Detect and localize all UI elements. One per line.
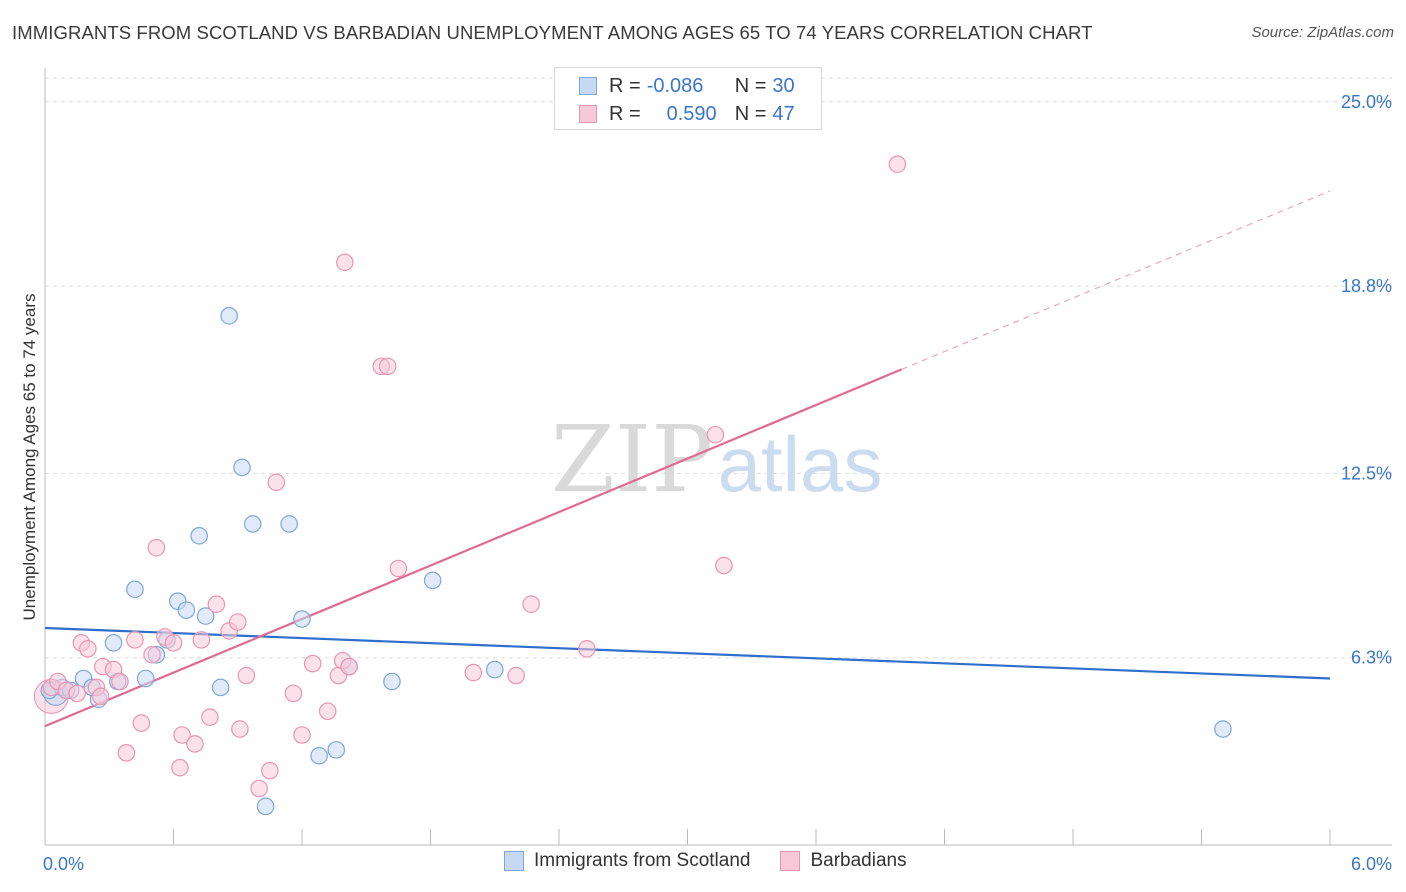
- point-barbadians: [522, 595, 540, 613]
- point-scotland: [177, 601, 196, 619]
- legend-row-barbadians: R = 0.590 N = 47: [579, 99, 795, 129]
- data-points: [33, 155, 1232, 816]
- point-barbadians: [117, 744, 136, 762]
- point-barbadians: [201, 708, 219, 726]
- point-scotland: [383, 672, 401, 691]
- point-barbadians: [231, 720, 249, 738]
- legend-r-label: R =: [609, 74, 641, 97]
- point-barbadians: [250, 779, 268, 798]
- point-barbadians: [389, 559, 408, 578]
- point-barbadians: [378, 357, 397, 376]
- y-axis-label: Unemployment Among Ages 65 to 74 years: [20, 294, 39, 621]
- point-barbadians: [888, 155, 907, 174]
- point-scotland: [243, 515, 262, 533]
- point-scotland: [423, 571, 442, 590]
- point-barbadians: [228, 613, 247, 631]
- point-barbadians: [79, 639, 97, 658]
- legend-r-value-barbadians: 0.590: [666, 102, 717, 125]
- point-barbadians: [91, 687, 110, 706]
- legend-r-value-scotland: -0.086: [646, 74, 704, 97]
- watermark-atlas: atlas: [718, 420, 883, 508]
- barbadians-swatch: [579, 105, 597, 123]
- legend-item-scotland[interactable]: Immigrants from Scotland: [504, 850, 750, 872]
- legend-n-label: N =: [734, 102, 767, 125]
- point-barbadians: [578, 639, 596, 658]
- scotland-swatch: [504, 851, 524, 871]
- point-barbadians: [715, 556, 733, 575]
- y-tick-label: 12.5%: [1341, 463, 1392, 483]
- point-scotland: [126, 580, 144, 599]
- point-scotland: [190, 527, 208, 545]
- point-scotland: [310, 747, 328, 765]
- watermark: ZIP atlas: [551, 406, 882, 513]
- point-barbadians: [207, 595, 226, 613]
- point-barbadians: [147, 538, 166, 557]
- y-tick-label: 18.8%: [1341, 276, 1392, 296]
- point-barbadians: [507, 666, 525, 685]
- legend-item-barbadians[interactable]: Barbadians: [780, 850, 907, 872]
- point-scotland: [211, 678, 230, 697]
- point-scotland: [280, 515, 298, 533]
- point-barbadians: [132, 714, 151, 732]
- point-scotland: [196, 607, 215, 625]
- point-barbadians: [171, 758, 189, 777]
- point-barbadians: [267, 473, 286, 492]
- legend-row-scotland: R = -0.086 N = 30: [579, 71, 795, 101]
- watermark-zip: ZIP: [551, 406, 713, 513]
- point-scotland: [293, 610, 311, 628]
- point-scotland: [233, 458, 251, 477]
- legend-n-value-scotland: 30: [772, 74, 795, 97]
- point-barbadians: [340, 657, 358, 676]
- legend-label-barbadians: Barbadians: [810, 850, 907, 871]
- trend-line-scotland: [44, 626, 1331, 680]
- y-tick-label: 25.0%: [1341, 92, 1392, 112]
- x-tick-label: 6.0%: [1351, 854, 1392, 874]
- point-scotland: [1214, 720, 1232, 738]
- point-scotland: [327, 741, 346, 759]
- trend-line-barbadians: [44, 368, 903, 728]
- point-barbadians: [192, 631, 211, 649]
- series-legend: Immigrants from Scotland Barbadians: [504, 850, 937, 872]
- point-barbadians: [293, 726, 311, 744]
- tick-labels: 6.3% 12.5% 18.8% 25.0% 0.0% 6.0%: [43, 92, 1392, 874]
- point-barbadians: [464, 663, 483, 682]
- point-barbadians: [237, 666, 256, 685]
- point-barbadians: [303, 654, 322, 673]
- point-barbadians: [186, 735, 204, 753]
- legend-n-label: N =: [734, 74, 767, 97]
- point-scotland: [485, 660, 504, 679]
- point-barbadians: [173, 726, 191, 744]
- point-barbadians: [164, 634, 183, 652]
- point-barbadians: [284, 684, 303, 703]
- axes: [44, 68, 1392, 846]
- trend-lines: [44, 190, 1331, 728]
- point-barbadians: [706, 425, 725, 444]
- correlation-legend: R = -0.086 N = 30 R = 0.590 N = 47: [554, 67, 822, 130]
- point-scotland: [136, 669, 155, 688]
- point-scotland: [104, 634, 123, 652]
- source-label: Source: ZipAtlas.com: [1251, 24, 1394, 41]
- point-barbadians: [126, 631, 144, 649]
- legend-label-scotland: Immigrants from Scotland: [534, 850, 751, 871]
- chart-title: IMMIGRANTS FROM SCOTLAND VS BARBADIAN UN…: [12, 22, 1093, 43]
- scotland-swatch: [579, 77, 597, 95]
- legend-r-label: R =: [609, 102, 641, 125]
- point-barbadians: [261, 761, 279, 780]
- x-tick-label: 0.0%: [43, 854, 84, 874]
- point-barbadians: [143, 645, 161, 664]
- trend-line-barbadians-projection: [901, 190, 1331, 370]
- point-barbadians: [318, 702, 337, 721]
- barbadians-swatch: [780, 851, 801, 871]
- point-barbadians: [68, 684, 86, 703]
- y-tick-label: 6.3%: [1351, 648, 1392, 668]
- point-scotland: [220, 307, 238, 325]
- point-barbadians: [111, 672, 129, 691]
- legend-n-value-barbadians: 47: [772, 102, 795, 125]
- point-scotland: [256, 797, 275, 816]
- point-barbadians: [336, 253, 354, 272]
